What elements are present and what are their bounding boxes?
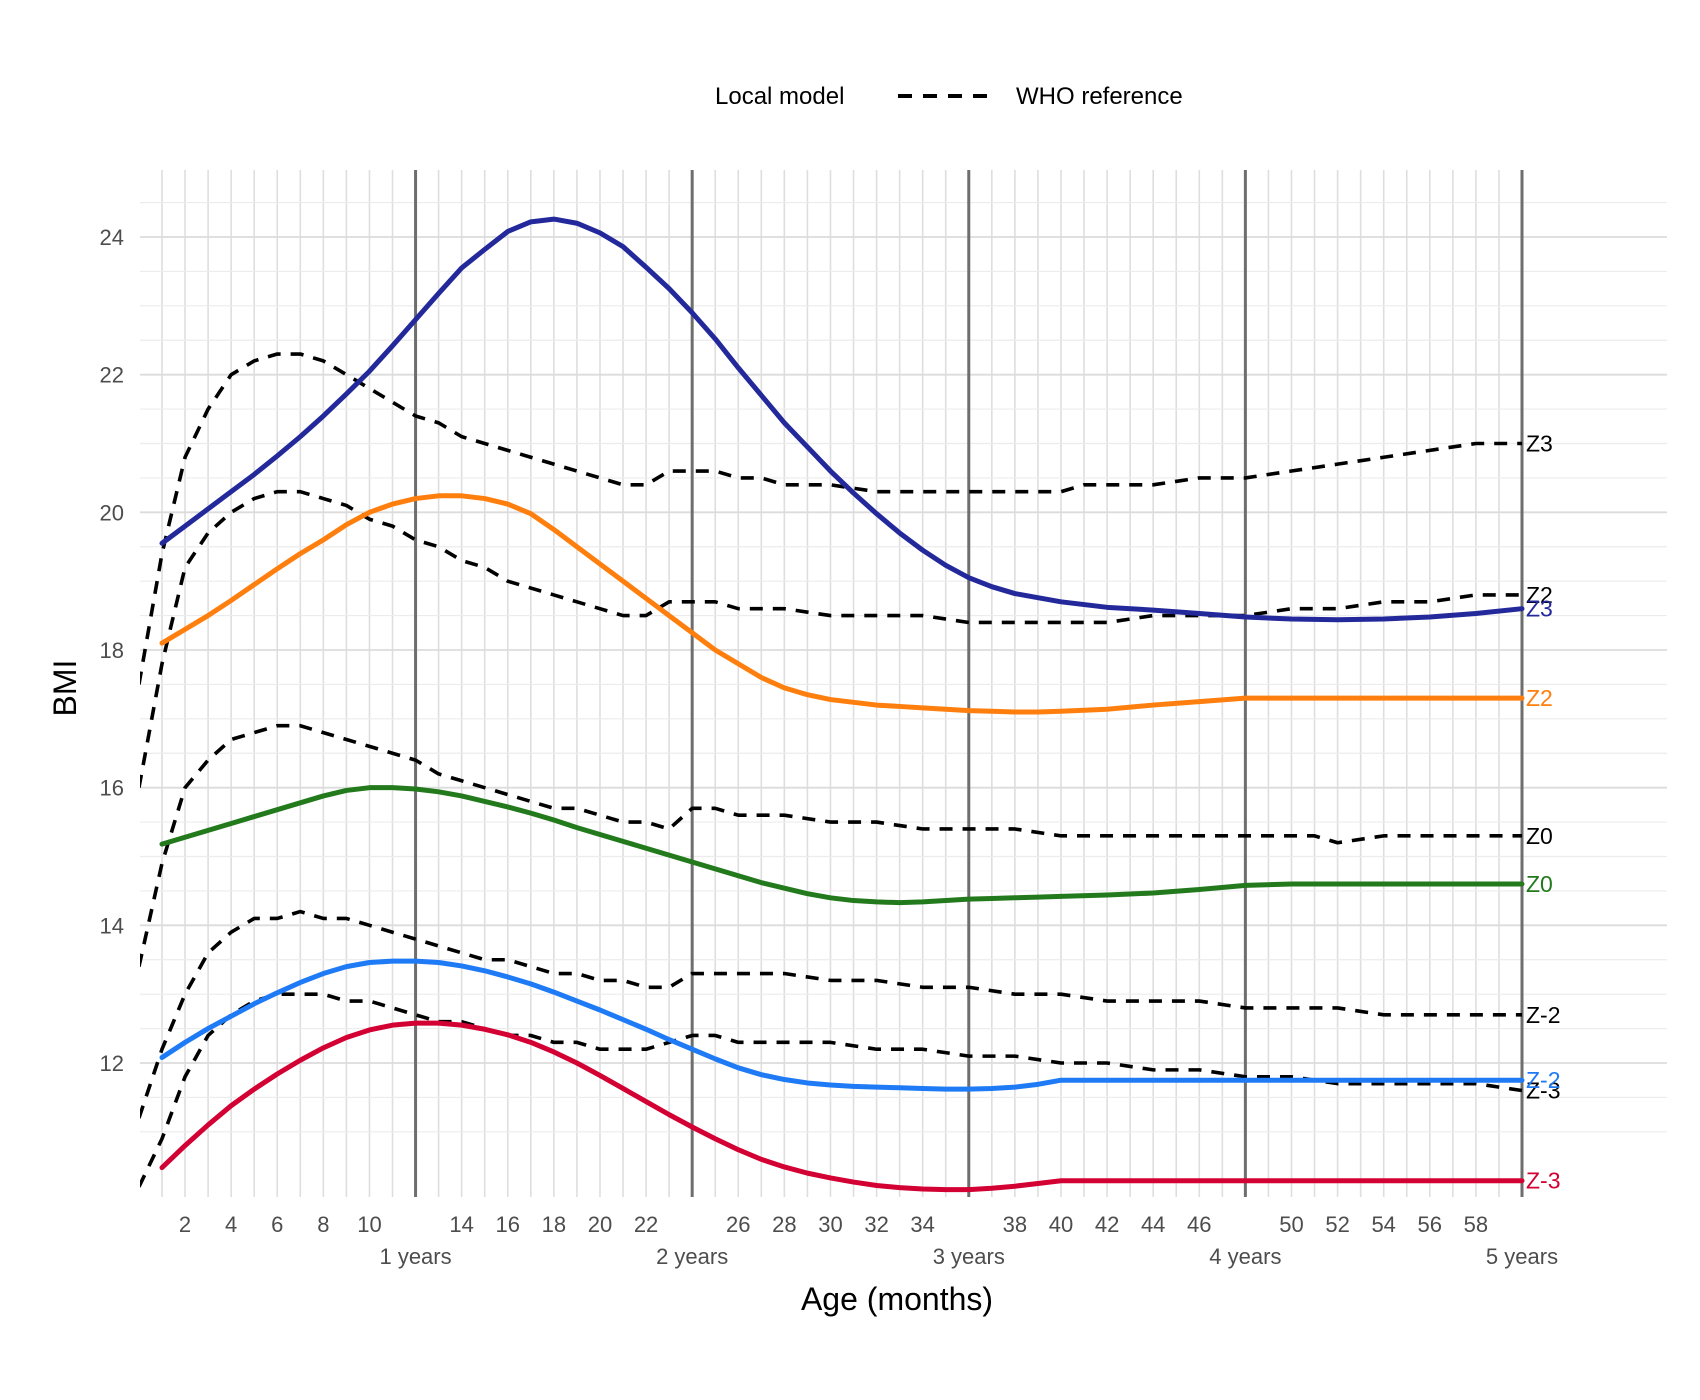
y-tick-label: 16 [100,776,124,801]
x-tick-label: 38 [1003,1212,1027,1237]
who-end-label: Z2 [1526,582,1553,608]
y-tick-label: 18 [100,638,124,663]
x-tick-label: 20 [588,1212,612,1237]
local-end-label: Z2 [1526,685,1553,711]
y-tick-label: 24 [100,225,124,250]
year-tick-label: 4 years [1209,1244,1281,1269]
local-line-z0 [159,785,1525,906]
local-line-z-2 [159,958,1525,1092]
local-end-label: Z0 [1526,871,1553,897]
local-line-z-3 [159,1020,1525,1193]
x-axis-title: Age (months) [801,1281,993,1317]
y-tick-label: 20 [100,500,124,525]
x-tick-label: 28 [772,1212,796,1237]
x-tick-label: 46 [1187,1212,1211,1237]
x-tick-label: 2 [179,1212,191,1237]
x-tick-label: 54 [1371,1212,1395,1237]
x-tick-label: 4 [225,1212,237,1237]
x-tick-label: 6 [271,1212,283,1237]
x-tick-label: 14 [449,1212,473,1237]
who-end-label: Z-3 [1526,1078,1561,1104]
local-end-label: Z-2 [1526,1067,1561,1093]
y-axis-title: BMI [47,660,83,717]
year-tick-label: 3 years [933,1244,1005,1269]
local-end-label: Z3 [1526,596,1553,622]
year-axis-ticks: 1 years 2 years 3 years 4 years 5 years [379,1244,1558,1269]
grid-layer [140,170,1667,1197]
x-tick-label: 42 [1095,1212,1119,1237]
x-tick-label: 56 [1418,1212,1442,1237]
x-tick-label: 8 [317,1212,329,1237]
year-tick-label: 2 years [656,1244,728,1269]
local-model-lines [159,216,1525,1193]
x-tick-label: 58 [1464,1212,1488,1237]
x-tick-label: 34 [910,1212,934,1237]
x-tick-label: 50 [1279,1212,1303,1237]
y-tick-label: 14 [100,913,124,938]
who-line-z2 [140,489,1522,788]
who-end-label: Z-2 [1526,1002,1561,1028]
x-tick-label: 22 [634,1212,658,1237]
x-tick-label: 16 [496,1212,520,1237]
x-tick-label: 40 [1049,1212,1073,1237]
who-line-z3 [140,352,1522,685]
legend-label-local: Local model [715,83,844,110]
x-tick-label: 18 [542,1212,566,1237]
x-tick-label: 30 [818,1212,842,1237]
year-lines [414,170,1524,1197]
who-reference-lines [140,352,1523,1188]
who-line-z0 [140,723,1522,968]
y-axis-ticks: 12 14 16 18 20 22 24 [100,225,124,1076]
who-line-z-3 [140,992,1523,1188]
year-tick-label: 1 years [379,1244,451,1269]
year-tick-label: 5 years [1486,1244,1558,1269]
x-tick-label: 26 [726,1212,750,1237]
x-tick-label: 32 [864,1212,888,1237]
legend: Local model WHO reference [715,83,1183,110]
y-tick-label: 22 [100,363,124,388]
local-line-z2 [159,493,1525,715]
x-tick-label: 52 [1325,1212,1349,1237]
x-tick-label: 10 [357,1212,381,1237]
who-line-z-2 [140,909,1522,1119]
local-line-z3 [159,216,1525,623]
x-axis-ticks: 2 4 6 8 10 14 16 18 20 22 26 28 30 32 34 38 40 42 44 46 50 52… [179,1212,1488,1237]
y-tick-label: 12 [100,1051,124,1076]
legend-label-who: WHO reference [1016,83,1183,110]
x-tick-label: 44 [1141,1212,1165,1237]
who-end-label: Z0 [1526,823,1553,849]
who-end-label: Z3 [1526,431,1553,457]
local-end-label: Z-3 [1526,1168,1561,1194]
